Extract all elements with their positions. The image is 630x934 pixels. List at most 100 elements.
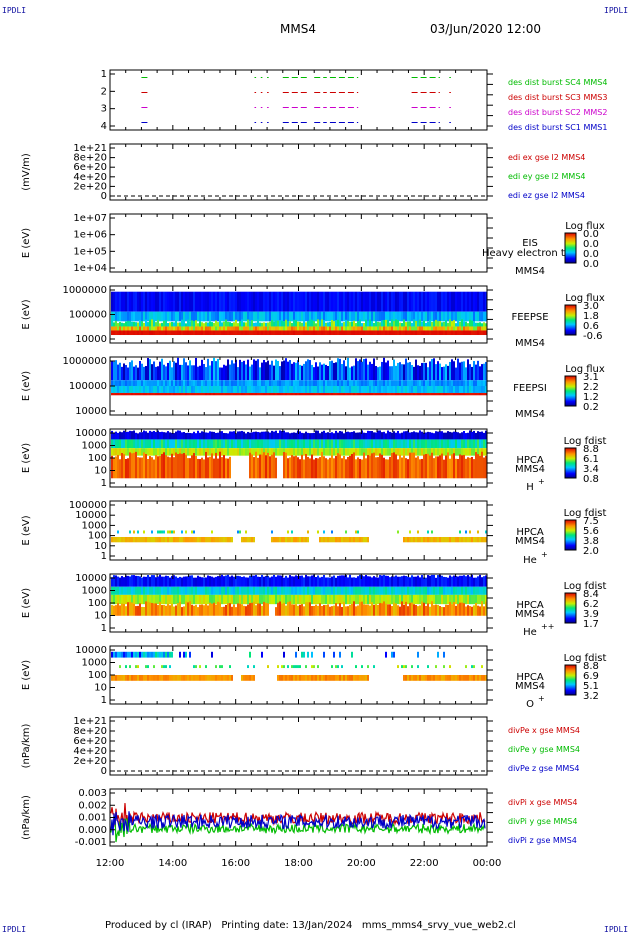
species-charge-label-hpca_he1: +: [541, 550, 548, 559]
spectrogram-cell-hpca_h: [399, 439, 401, 449]
spectrogram-cell-hpca_h: [431, 448, 433, 456]
spectrogram-cell-feepse: [315, 323, 317, 327]
spectrogram-cell-feepsi: [313, 386, 315, 393]
spectrogram-cell-hpca_o: [185, 651, 187, 658]
spectrogram-cell-feepsi: [161, 392, 163, 396]
spectrogram-cell-hpca_he2: [475, 602, 477, 616]
spectrogram-cell-feepsi: [371, 363, 373, 381]
spectrogram-cell-hpca_h: [119, 431, 121, 440]
spectrogram-cell-feepse: [289, 326, 291, 331]
spectrogram-cell-hpca_o: [163, 675, 165, 681]
spectrogram-cell-hpca_he1: [183, 536, 185, 543]
spectrogram-cell-feepse: [315, 291, 317, 312]
spectrogram-cell-feepse: [201, 311, 203, 322]
spectrogram-cell-hpca_h: [265, 431, 267, 440]
spectrogram-cell-feepse: [443, 291, 445, 312]
spectrogram-cell-feepsi: [145, 380, 147, 386]
spectrogram-cell-hpca_h: [321, 452, 323, 479]
spectrogram-cell-hpca_h: [439, 431, 441, 440]
spectrogram-cell-feepsi: [329, 380, 331, 386]
spectrogram-cell-hpca_h: [433, 458, 435, 479]
spectrogram-cell-hpca_h: [165, 439, 167, 449]
spectrogram-cell-hpca_he2: [347, 594, 349, 605]
spectrogram-cell-hpca_he2: [263, 586, 265, 595]
spectrogram-cell-hpca_h: [161, 431, 163, 440]
spectrogram-cell-hpca_h: [223, 455, 225, 479]
spectrogram-cell-hpca_h: [273, 431, 275, 440]
spectrogram-cell-hpca_he2: [291, 576, 293, 587]
spectrogram-cell-hpca_he2: [249, 603, 251, 616]
spectrogram-cell-hpca_he1: [119, 536, 121, 543]
spectrogram-cell-hpca_he2: [219, 594, 221, 605]
spectrogram-cell-feepsi: [131, 386, 133, 393]
spacecraft-label-hpca_he2: MMS4: [515, 609, 545, 620]
spectrogram-cell-hpca_he2: [163, 576, 165, 587]
spacecraft-label-eis: MMS4: [515, 266, 545, 277]
spectrogram-cell-feepsi: [239, 392, 241, 396]
spectrogram-cell-feepsi: [211, 392, 213, 396]
spectrogram-cell-feepse: [333, 311, 335, 322]
spectrogram-cell-feepse: [115, 330, 117, 336]
spectrogram-cell-hpca_he2: [207, 586, 209, 595]
spectrogram-cell-feepsi: [439, 380, 441, 386]
spectrogram-cell-feepse: [321, 291, 323, 312]
spectrogram-cell-feepsi: [355, 392, 357, 396]
spectrogram-cell-feepse: [251, 311, 253, 322]
spectrogram-cell-feepsi: [245, 380, 247, 386]
spectrogram-cell-feepsi: [463, 392, 465, 396]
spectrogram-cell-feepse: [397, 320, 399, 327]
spectrogram-cell-feepse: [395, 319, 397, 327]
y-tick-label-hpca_he2: 10: [94, 611, 107, 622]
spectrogram-cell-feepsi: [157, 386, 159, 393]
spectrogram-cell-feepse: [123, 291, 125, 312]
spectrogram-cell-feepse: [163, 326, 165, 331]
spectrogram-cell-hpca_h: [357, 457, 359, 479]
spectrogram-cell-feepsi: [141, 392, 143, 396]
spectrogram-cell-feepse: [439, 291, 441, 312]
spectrogram-cell-hpca_he2: [175, 586, 177, 595]
spectrogram-cell-hpca_h: [449, 439, 451, 449]
spectrogram-cell-hpca_h: [443, 459, 445, 479]
colorbar-tick-hpca_o: 6.9: [583, 671, 599, 682]
spectrogram-cell-feepsi: [417, 380, 419, 386]
spectrogram-cell-hpca_h: [139, 448, 141, 456]
spectrogram-cell-feepsi: [407, 392, 409, 396]
spectrogram-cell-hpca_h: [243, 439, 245, 449]
spectrogram-cell-feepse: [119, 326, 121, 331]
spectrogram-cell-hpca_he2: [235, 575, 237, 587]
y-tick-label-eis: 1e+05: [73, 246, 107, 257]
spectrogram-cell-feepsi: [183, 392, 185, 396]
spectrogram-cell-hpca_he2: [369, 576, 371, 587]
spectrogram-cell-hpca_he2: [295, 586, 297, 595]
spectrogram-cell-feepsi: [169, 392, 171, 396]
spectrogram-cell-feepse: [481, 311, 483, 322]
spectrogram-cell-feepse: [259, 330, 261, 336]
spectrogram-cell-hpca_h: [257, 439, 259, 449]
spectrogram-cell-feepse: [367, 311, 369, 322]
spectrogram-cell-hpca_he1: [157, 536, 159, 543]
spectrogram-cell-feepsi: [195, 380, 197, 386]
spectrogram-cell-feepse: [401, 330, 403, 336]
spectrogram-cell-hpca_h: [197, 439, 199, 449]
spectrogram-cell-hpca_he2: [179, 586, 181, 595]
spectrogram-cell-feepsi: [447, 380, 449, 386]
spectrogram-cell-feepse: [459, 326, 461, 331]
spectrogram-cell-feepse: [131, 330, 133, 336]
spectrogram-cell-hpca_he2: [323, 605, 325, 616]
y-tick-label-hpca_he1: 100: [88, 531, 107, 542]
spectrogram-cell-hpca_h: [317, 439, 319, 449]
spectrogram-cell-hpca_he1: [173, 530, 175, 534]
spectrogram-cell-feepsi: [119, 362, 121, 381]
spectrogram-cell-hpca_he2: [299, 575, 301, 587]
spectrogram-cell-feepse: [387, 311, 389, 322]
x-tick-label: 22:00: [410, 858, 439, 869]
colorbar-tick-hpca_he2: 8.4: [583, 589, 599, 600]
spectrogram-cell-feepsi: [425, 392, 427, 396]
series-line-divPi-z-gse-MMS4: [110, 811, 486, 836]
spectrogram-cell-feepsi: [337, 358, 339, 381]
y-tick-label-hpca_o: 10000: [75, 645, 107, 656]
spectrogram-cell-feepse: [217, 311, 219, 322]
spectrogram-cell-feepsi: [387, 392, 389, 396]
spectrogram-cell-feepsi: [171, 386, 173, 393]
spectrogram-cell-feepse: [443, 311, 445, 322]
